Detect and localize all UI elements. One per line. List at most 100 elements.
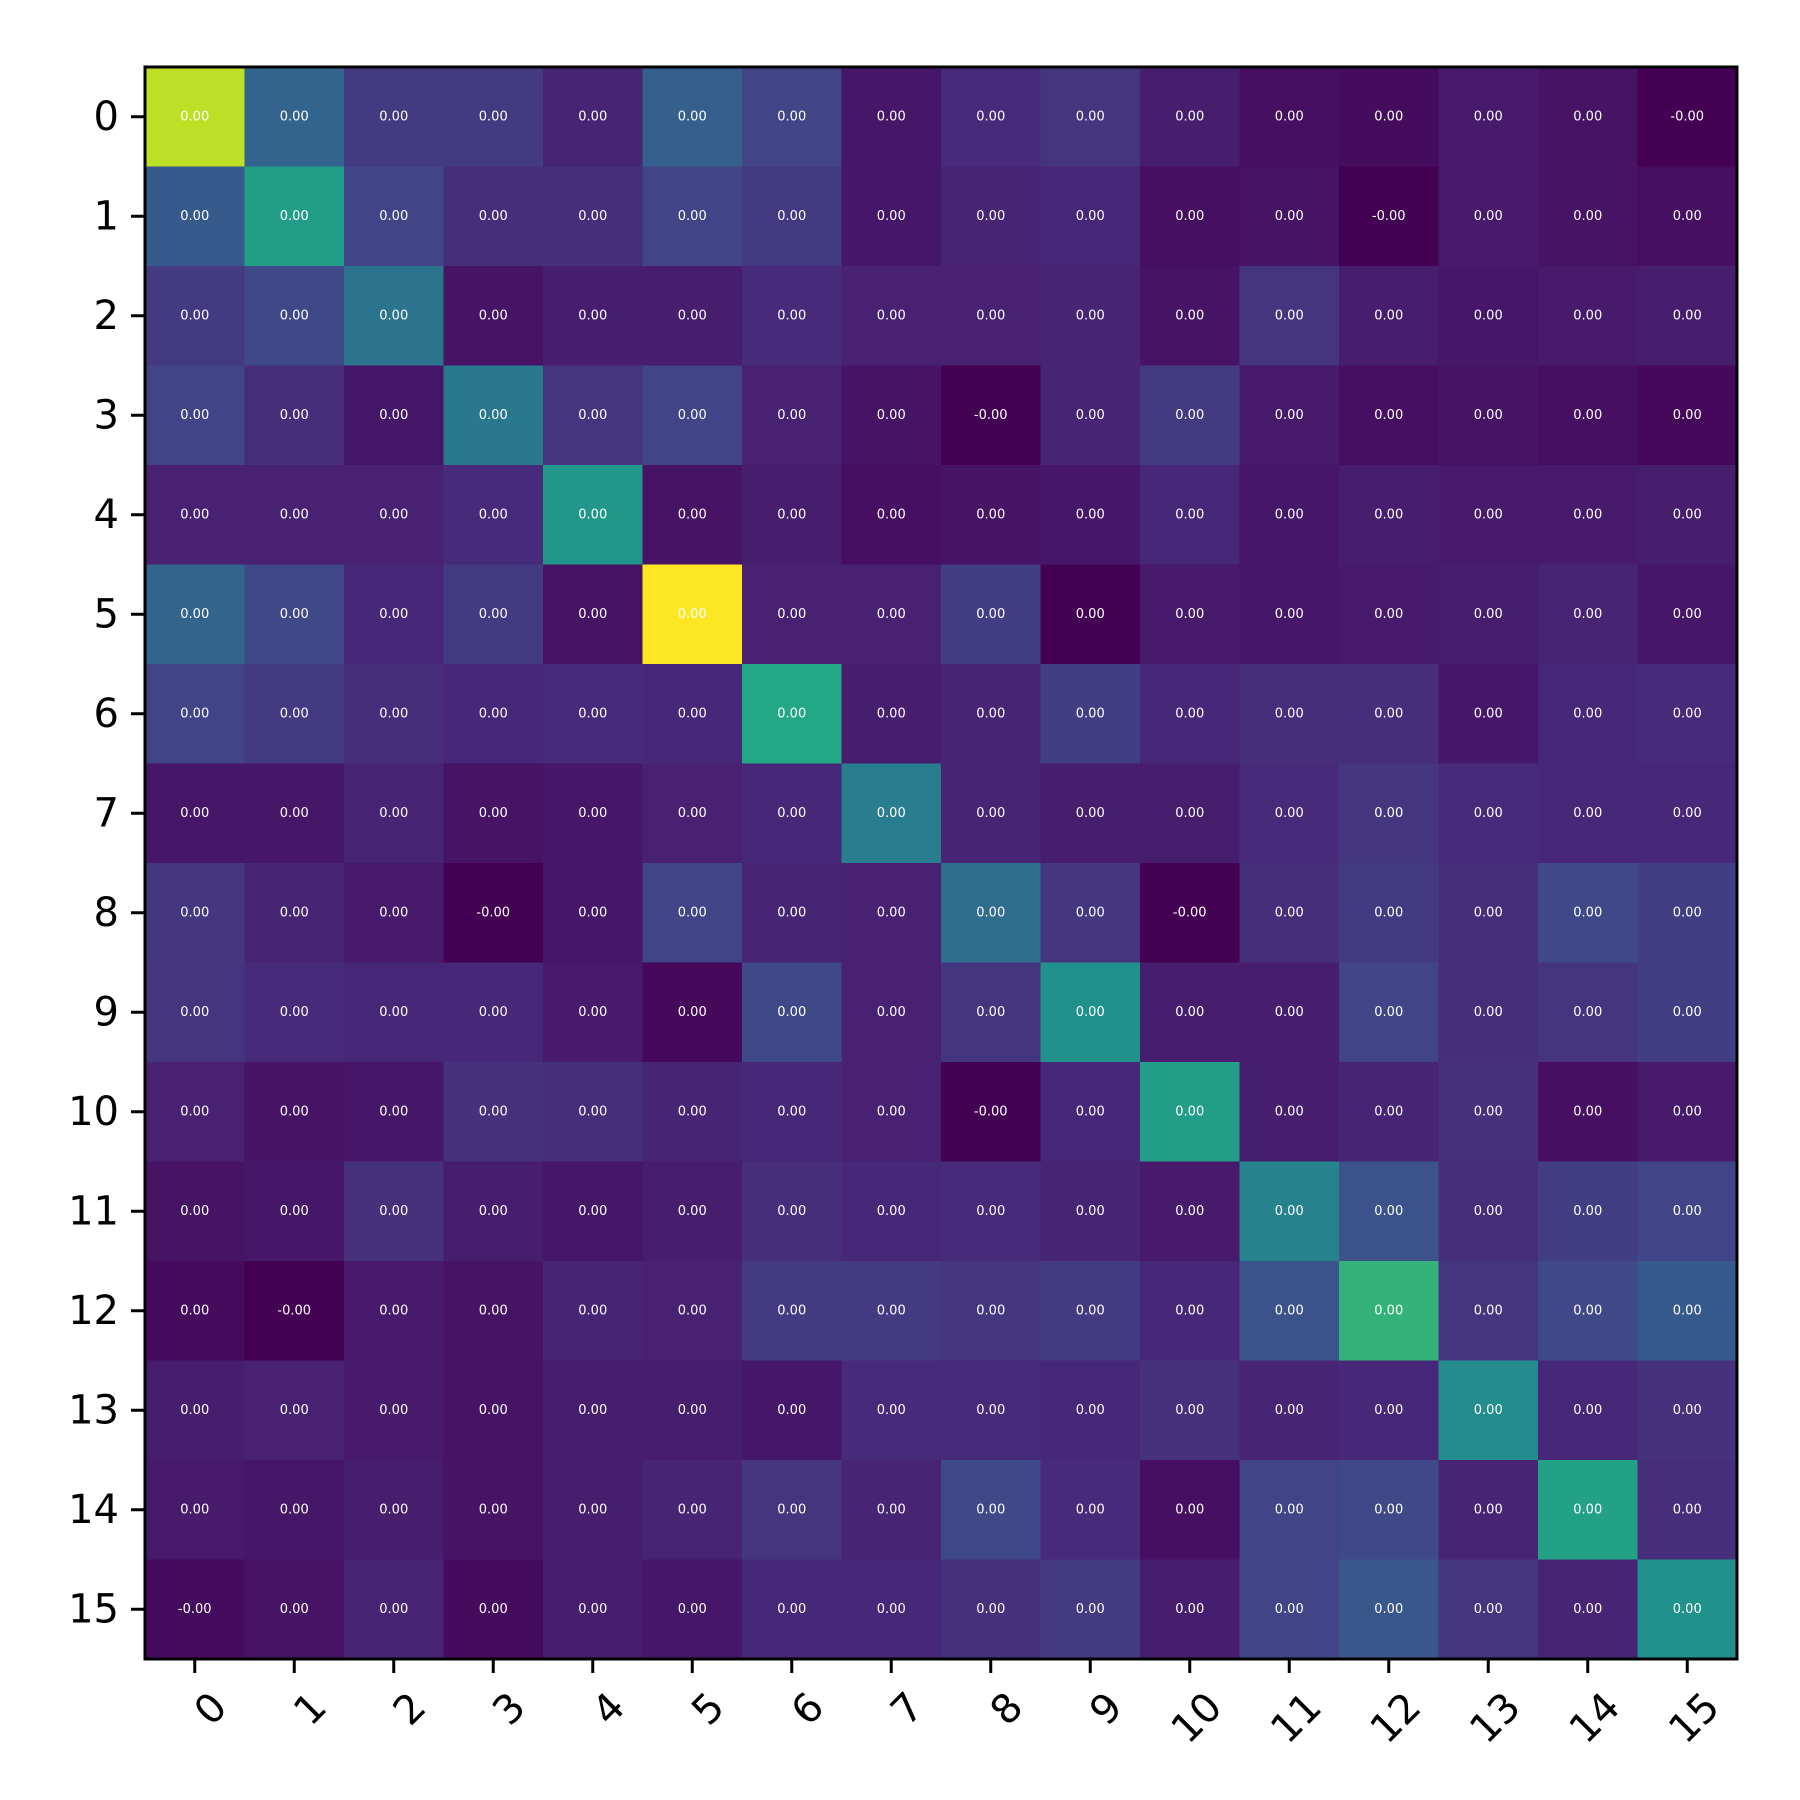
cell-value-label-6-13: 0.00 bbox=[1474, 706, 1503, 721]
heatmap-cell-3-1 bbox=[244, 365, 345, 466]
heatmap-cell-8-9 bbox=[1040, 863, 1141, 964]
heatmap-cell-1-5 bbox=[642, 166, 743, 267]
cell-value-label-5-3: 0.00 bbox=[479, 607, 508, 622]
heatmap-cell-0-10 bbox=[1140, 67, 1241, 168]
heatmap-cell-7-9 bbox=[1040, 763, 1141, 864]
heatmap-cell-14-13 bbox=[1438, 1460, 1539, 1561]
heatmap-cell-14-0 bbox=[145, 1460, 246, 1561]
cell-value-label-6-2: 0.00 bbox=[379, 706, 408, 721]
heatmap-cell-7-8 bbox=[941, 763, 1042, 864]
heatmap-cell-11-14 bbox=[1538, 1161, 1639, 1262]
heatmap-cell-2-1 bbox=[244, 266, 345, 367]
x-tick-label-11: 11 bbox=[1262, 1684, 1331, 1753]
heatmap-cell-0-3 bbox=[443, 67, 544, 168]
cell-value-label-0-6: 0.00 bbox=[777, 109, 806, 124]
heatmap-cell-6-12 bbox=[1339, 664, 1440, 765]
cell-value-label-2-1: 0.00 bbox=[280, 308, 309, 323]
heatmap-cell-5-12 bbox=[1339, 564, 1440, 665]
heatmap-cell-11-7 bbox=[841, 1161, 942, 1262]
heatmap-cell-2-14 bbox=[1538, 266, 1639, 367]
heatmap-cell-13-15 bbox=[1637, 1360, 1738, 1461]
heatmap-cell-2-6 bbox=[742, 266, 843, 367]
heatmap-cell-0-2 bbox=[344, 67, 445, 168]
cell-value-label-14-13: 0.00 bbox=[1474, 1502, 1503, 1517]
heatmap-cell-7-2 bbox=[344, 763, 445, 864]
cell-value-label-2-2: 0.00 bbox=[379, 308, 408, 323]
cell-value-label-6-4: 0.00 bbox=[578, 706, 607, 721]
cell-value-label-8-2: 0.00 bbox=[379, 905, 408, 920]
heatmap-cell-11-11 bbox=[1239, 1161, 1340, 1262]
heatmap-cell-11-2 bbox=[344, 1161, 445, 1262]
cell-value-label-1-11: 0.00 bbox=[1275, 209, 1304, 224]
cell-value-label-14-2: 0.00 bbox=[379, 1502, 408, 1517]
cell-value-label-2-15: 0.00 bbox=[1673, 308, 1702, 323]
cell-value-label-4-12: 0.00 bbox=[1374, 507, 1403, 522]
heatmap-cell-7-13 bbox=[1438, 763, 1539, 864]
heatmap-cell-11-0 bbox=[145, 1161, 246, 1262]
heatmap-cell-9-0 bbox=[145, 962, 246, 1063]
heatmap-cell-10-13 bbox=[1438, 1062, 1539, 1163]
cell-value-label-9-15: 0.00 bbox=[1673, 1005, 1702, 1020]
cell-value-label-0-14: 0.00 bbox=[1573, 109, 1602, 124]
cell-value-label-15-4: 0.00 bbox=[578, 1602, 607, 1617]
cell-value-label-3-3: 0.00 bbox=[479, 408, 508, 423]
heatmap-cell-3-11 bbox=[1239, 365, 1340, 466]
cell-value-label-6-11: 0.00 bbox=[1275, 706, 1304, 721]
heatmap-cell-6-0 bbox=[145, 664, 246, 765]
cell-value-label-15-2: 0.00 bbox=[379, 1602, 408, 1617]
heatmap-cell-10-5 bbox=[642, 1062, 743, 1163]
cell-value-label-2-6: 0.00 bbox=[777, 308, 806, 323]
cell-value-label-10-2: 0.00 bbox=[379, 1104, 408, 1119]
cell-value-label-8-14: 0.00 bbox=[1573, 905, 1602, 920]
cell-value-label-9-8: 0.00 bbox=[976, 1005, 1005, 1020]
cell-value-label-3-12: 0.00 bbox=[1374, 408, 1403, 423]
cell-value-label-0-5: 0.00 bbox=[678, 109, 707, 124]
heatmap-cell-7-11 bbox=[1239, 763, 1340, 864]
heatmap-cell-4-5 bbox=[642, 465, 743, 566]
x-tick-label-7: 7 bbox=[882, 1684, 933, 1735]
heatmap-cell-4-9 bbox=[1040, 465, 1141, 566]
heatmap-cell-2-0 bbox=[145, 266, 246, 367]
heatmap-cell-15-3 bbox=[443, 1559, 544, 1660]
cell-value-label-13-3: 0.00 bbox=[479, 1403, 508, 1418]
heatmap-cell-10-8 bbox=[941, 1062, 1042, 1163]
cell-value-label-5-8: 0.00 bbox=[976, 607, 1005, 622]
heatmap-cell-0-0 bbox=[145, 67, 246, 168]
heatmap-cell-5-7 bbox=[841, 564, 942, 665]
cell-value-label-14-4: 0.00 bbox=[578, 1502, 607, 1517]
heatmap-cell-5-9 bbox=[1040, 564, 1141, 665]
cell-value-label-3-5: 0.00 bbox=[678, 408, 707, 423]
cell-value-label-1-2: 0.00 bbox=[379, 209, 408, 224]
cell-value-label-14-12: 0.00 bbox=[1374, 1502, 1403, 1517]
heatmap-cell-3-8 bbox=[941, 365, 1042, 466]
heatmap-cell-14-12 bbox=[1339, 1460, 1440, 1561]
heatmap-cell-10-4 bbox=[543, 1062, 644, 1163]
cell-value-label-15-8: 0.00 bbox=[976, 1602, 1005, 1617]
cell-value-label-12-13: 0.00 bbox=[1474, 1303, 1503, 1318]
cell-value-label-7-1: 0.00 bbox=[280, 806, 309, 821]
cell-value-label-12-1: -0.00 bbox=[277, 1303, 311, 1318]
heatmap-cell-6-8 bbox=[941, 664, 1042, 765]
cell-value-label-8-4: 0.00 bbox=[578, 905, 607, 920]
cell-value-label-9-14: 0.00 bbox=[1573, 1005, 1602, 1020]
heatmap-cell-12-15 bbox=[1637, 1261, 1738, 1362]
heatmap-cell-7-12 bbox=[1339, 763, 1440, 864]
heatmap-cell-4-13 bbox=[1438, 465, 1539, 566]
heatmap-cell-11-9 bbox=[1040, 1161, 1141, 1262]
cell-value-label-14-1: 0.00 bbox=[280, 1502, 309, 1517]
heatmap-cell-6-2 bbox=[344, 664, 445, 765]
y-tick-label-10: 10 bbox=[68, 1089, 119, 1135]
cell-value-label-2-3: 0.00 bbox=[479, 308, 508, 323]
cell-value-label-4-5: 0.00 bbox=[678, 507, 707, 522]
heatmap-cells bbox=[145, 67, 1738, 1660]
heatmap-cell-2-5 bbox=[642, 266, 743, 367]
heatmap-cell-13-1 bbox=[244, 1360, 345, 1461]
cell-value-label-3-6: 0.00 bbox=[777, 408, 806, 423]
heatmap-cell-6-14 bbox=[1538, 664, 1639, 765]
heatmap-cell-4-6 bbox=[742, 465, 843, 566]
cell-value-label-8-11: 0.00 bbox=[1275, 905, 1304, 920]
heatmap-cell-14-7 bbox=[841, 1460, 942, 1561]
heatmap-cell-3-5 bbox=[642, 365, 743, 466]
cell-value-label-4-4: 0.00 bbox=[578, 507, 607, 522]
cell-value-label-8-1: 0.00 bbox=[280, 905, 309, 920]
